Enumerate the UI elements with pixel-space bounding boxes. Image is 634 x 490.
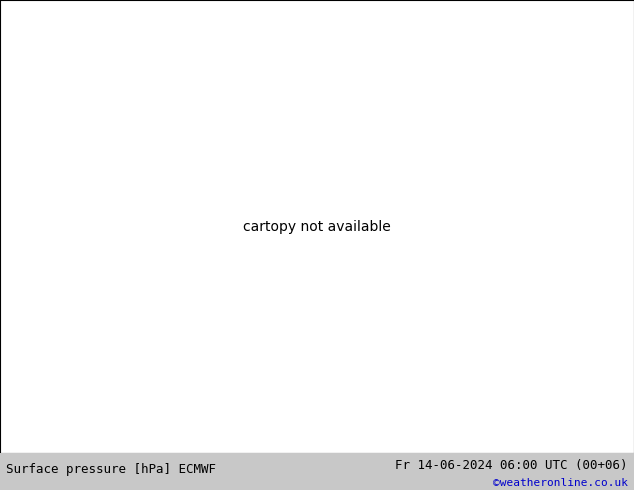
Text: Surface pressure [hPa] ECMWF: Surface pressure [hPa] ECMWF xyxy=(6,463,216,476)
Text: Fr 14-06-2024 06:00 UTC (00+06): Fr 14-06-2024 06:00 UTC (00+06) xyxy=(395,459,628,471)
Text: ©weatheronline.co.uk: ©weatheronline.co.uk xyxy=(493,478,628,489)
Text: cartopy not available: cartopy not available xyxy=(243,220,391,234)
